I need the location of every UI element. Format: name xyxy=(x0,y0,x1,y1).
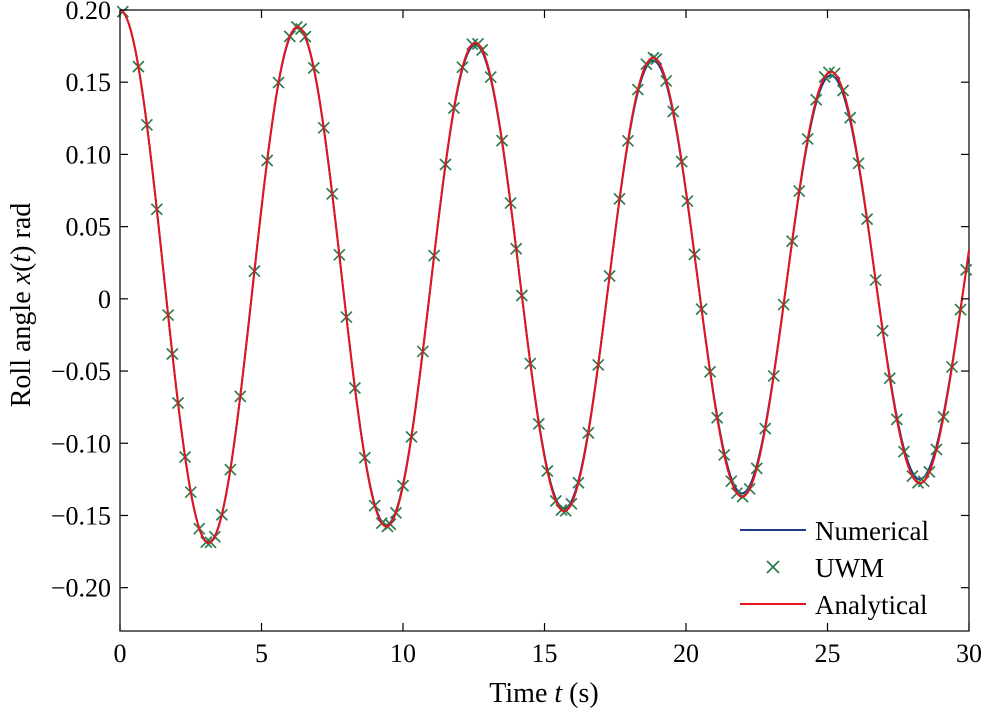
legend-uwm-label: UWM xyxy=(815,553,884,583)
y-tick-label: −0.10 xyxy=(51,429,111,458)
plot-area xyxy=(119,9,970,632)
ticks-layer: 0 5 10 15 20 25 30 0.20 0.15 0.10 0.05 0 −0.05 −0.10 −… xyxy=(51,0,982,668)
y-tick-label: 0 xyxy=(98,285,111,314)
y-tick-label: 0.05 xyxy=(66,213,112,242)
analytical-line xyxy=(119,9,970,544)
series-layer xyxy=(116,5,973,549)
legend: Numerical UWM Analytical xyxy=(740,516,929,620)
x-tick-label: 30 xyxy=(956,639,982,668)
x-tick-label: 5 xyxy=(255,639,268,668)
y-tick-label: 0.15 xyxy=(66,68,112,97)
x-axis-label: Time t (s) xyxy=(489,678,598,709)
legend-analytical-label: Analytical xyxy=(815,590,927,620)
y-tick-label: −0.20 xyxy=(51,574,111,603)
legend-uwm-swatch xyxy=(766,560,780,574)
legend-numerical-label: Numerical xyxy=(815,516,929,546)
y-axis-label: Roll angle x(t) rad xyxy=(6,203,37,408)
y-tick-label: −0.05 xyxy=(51,357,111,386)
x-tick-label: 15 xyxy=(532,639,558,668)
y-tick-label: 0.20 xyxy=(66,0,112,25)
x-tick-label: 25 xyxy=(815,639,841,668)
x-tick-label: 10 xyxy=(390,639,416,668)
x-tick-label: 20 xyxy=(673,639,699,668)
y-tick-label: 0.10 xyxy=(66,140,112,169)
x-tick-label: 0 xyxy=(114,639,127,668)
y-tick-label: −0.15 xyxy=(51,501,111,530)
